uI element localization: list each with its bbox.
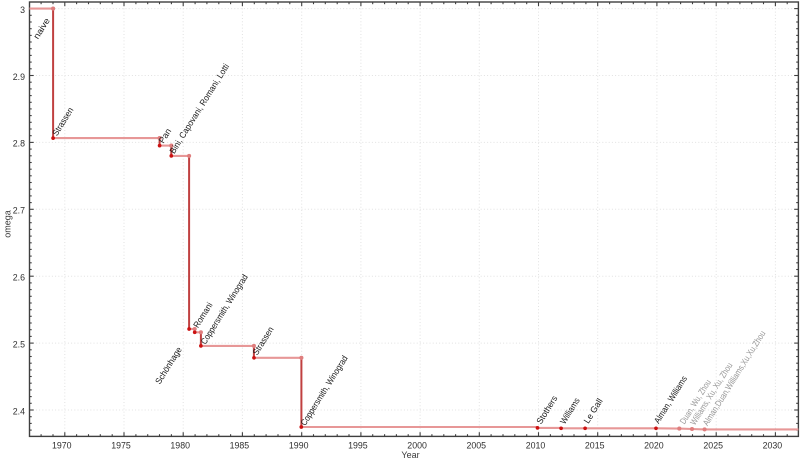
svg-text:2010: 2010	[526, 440, 546, 450]
svg-text:1970: 1970	[52, 440, 72, 450]
svg-text:2015: 2015	[585, 440, 605, 450]
svg-text:2.8: 2.8	[13, 139, 25, 149]
svg-text:2.7: 2.7	[13, 206, 25, 216]
svg-text:2025: 2025	[703, 440, 723, 450]
svg-text:1995: 1995	[348, 440, 368, 450]
svg-text:2030: 2030	[763, 440, 783, 450]
svg-text:2005: 2005	[467, 440, 487, 450]
svg-text:2.6: 2.6	[13, 273, 25, 283]
svg-text:Year: Year	[401, 450, 419, 460]
svg-text:2000: 2000	[407, 440, 427, 450]
svg-text:1990: 1990	[289, 440, 309, 450]
svg-text:1985: 1985	[230, 440, 250, 450]
svg-text:2.4: 2.4	[13, 406, 25, 416]
svg-text:2.9: 2.9	[13, 72, 25, 82]
svg-text:3: 3	[20, 5, 25, 15]
svg-text:2.5: 2.5	[13, 339, 25, 349]
svg-text:2020: 2020	[644, 440, 664, 450]
svg-text:omega: omega	[3, 210, 13, 238]
svg-text:1975: 1975	[111, 440, 131, 450]
svg-text:1980: 1980	[170, 440, 190, 450]
